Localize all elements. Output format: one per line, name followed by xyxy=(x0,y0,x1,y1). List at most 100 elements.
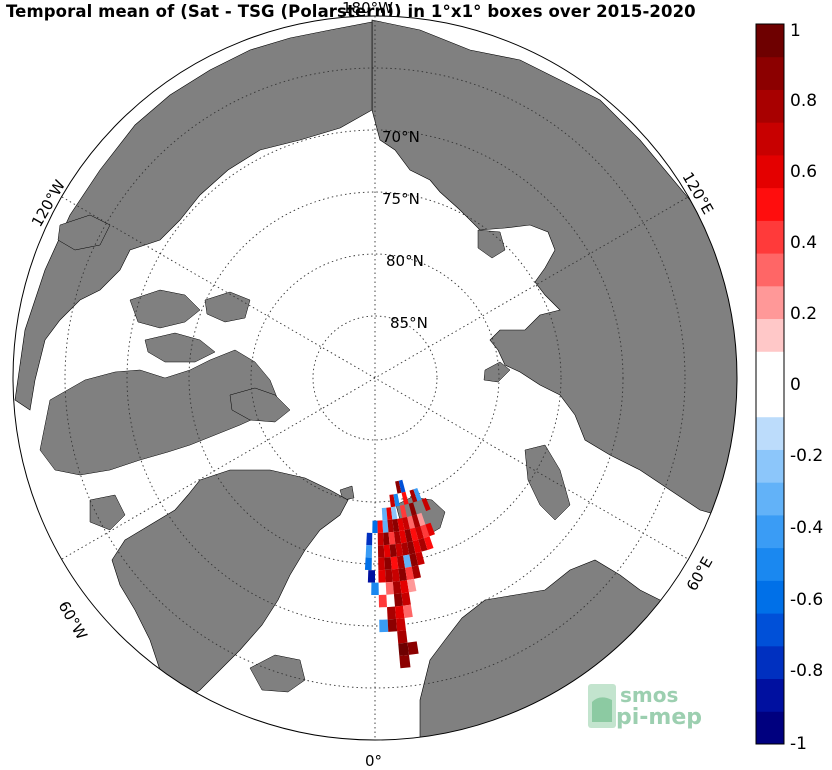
lon-label-60w: 60°W xyxy=(55,598,91,643)
data-cell xyxy=(399,580,409,594)
smos-pi-mep-logo: smos pi-mep xyxy=(588,683,702,730)
land-canada xyxy=(14,21,373,411)
data-cell xyxy=(418,538,428,552)
data-cell xyxy=(386,507,393,521)
data-cell xyxy=(383,544,391,558)
colorbar-segment xyxy=(756,154,784,189)
data-cell xyxy=(378,557,386,571)
colorbar-ticks: 1 0.8 0.6 0.4 0.2 0 -0.2 -0.4 -0.6 -0.8 … xyxy=(790,21,823,754)
data-cell xyxy=(407,515,416,530)
data-cell xyxy=(393,531,402,545)
cb-tick-m0.8: -0.8 xyxy=(790,661,823,681)
data-cell xyxy=(367,570,375,583)
data-cell xyxy=(398,479,406,493)
data-cell xyxy=(412,539,422,554)
data-cell xyxy=(395,480,402,494)
data-cell xyxy=(364,557,372,571)
colorbar-segment xyxy=(756,56,784,90)
data-cells xyxy=(364,479,435,669)
data-cell xyxy=(409,527,419,542)
data-cell xyxy=(423,536,434,550)
colorbar-segment xyxy=(756,678,784,712)
colorbar-segment xyxy=(756,645,784,680)
data-cell xyxy=(398,567,408,582)
lat-label-75: 75°N xyxy=(382,190,420,208)
cb-tick-m0.2: -0.2 xyxy=(790,446,823,466)
data-cell xyxy=(393,493,400,507)
data-cell xyxy=(398,642,410,656)
colorbar-segment xyxy=(756,613,784,647)
lon-label-180: 180°W xyxy=(342,0,393,17)
data-cell xyxy=(394,605,405,619)
cb-tick-0.2: 0.2 xyxy=(790,304,817,324)
data-cell xyxy=(387,606,397,620)
data-cell xyxy=(411,514,421,528)
data-cell xyxy=(408,502,417,516)
cb-tick-m0.6: -0.6 xyxy=(790,590,823,610)
land-island xyxy=(204,291,251,323)
data-cell xyxy=(396,617,406,632)
colorbar-segment xyxy=(756,122,784,156)
data-cell xyxy=(378,569,386,583)
lat-label-85: 85°N xyxy=(390,314,428,332)
data-cell xyxy=(393,593,403,607)
colorbar-segment xyxy=(756,253,784,287)
data-cell xyxy=(384,557,392,570)
data-cell xyxy=(411,565,422,579)
data-cell xyxy=(407,641,419,655)
data-cell xyxy=(399,530,407,544)
graticule xyxy=(61,16,689,740)
data-cell xyxy=(381,507,388,521)
data-cell xyxy=(383,532,390,546)
colorbar-segment xyxy=(756,580,784,614)
data-cell xyxy=(389,494,396,508)
data-cell xyxy=(378,594,388,608)
data-cell xyxy=(407,578,417,593)
lat-circle-75 xyxy=(188,191,562,565)
data-cell xyxy=(366,532,373,546)
data-cell xyxy=(379,619,389,633)
data-cell xyxy=(397,630,408,644)
data-cell xyxy=(415,551,425,566)
colorbar-segment xyxy=(756,351,784,385)
data-cell xyxy=(382,520,389,533)
data-cell xyxy=(391,568,400,582)
data-cell xyxy=(416,512,426,527)
data-cell xyxy=(404,529,413,543)
data-cell xyxy=(377,545,385,558)
colorbar-segment xyxy=(756,318,784,352)
data-cell xyxy=(385,581,394,595)
data-cell xyxy=(409,553,419,567)
data-cell xyxy=(401,491,409,505)
data-cell xyxy=(415,526,424,540)
lat-circle-85 xyxy=(312,315,438,441)
logo-line1: smos xyxy=(620,683,678,707)
colorbar xyxy=(756,24,784,745)
data-cell xyxy=(390,556,399,570)
data-cell xyxy=(372,520,378,533)
data-cell xyxy=(403,554,412,568)
lat-label-80: 80°N xyxy=(386,252,424,270)
data-cell xyxy=(371,582,379,595)
land-novaya-zemlya xyxy=(524,444,571,521)
colorbar-frame xyxy=(755,23,785,745)
land-island xyxy=(57,214,111,251)
land-island xyxy=(483,361,511,383)
data-cell xyxy=(392,581,402,595)
data-cell xyxy=(396,555,406,569)
colorbar-segment xyxy=(756,384,784,418)
colorbar-segment xyxy=(756,24,784,58)
data-cell xyxy=(385,569,393,583)
data-cell xyxy=(402,516,410,531)
cb-tick-0.6: 0.6 xyxy=(790,162,817,182)
data-cell xyxy=(421,497,431,512)
data-cell xyxy=(389,544,397,558)
land-island xyxy=(129,289,201,329)
data-cell xyxy=(406,541,416,555)
data-cell xyxy=(388,531,396,545)
data-cell xyxy=(399,654,411,669)
colorbar-segment xyxy=(756,547,784,581)
cb-tick-1: 1 xyxy=(790,21,801,41)
data-cell xyxy=(401,542,410,556)
